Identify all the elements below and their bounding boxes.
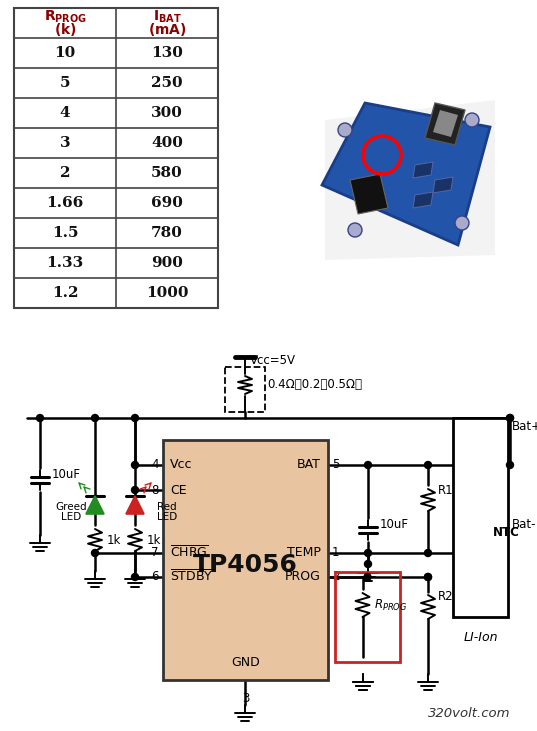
Text: 5: 5 <box>60 76 70 90</box>
Circle shape <box>91 414 98 422</box>
Circle shape <box>365 550 372 556</box>
Text: Bat+: Bat+ <box>512 420 537 433</box>
Text: 780: 780 <box>151 226 183 240</box>
Bar <box>335 572 400 662</box>
Circle shape <box>338 123 352 137</box>
Text: 2: 2 <box>332 570 339 583</box>
Text: 1.5: 1.5 <box>52 226 78 240</box>
Text: 690: 690 <box>151 196 183 210</box>
Bar <box>163 440 328 680</box>
Circle shape <box>132 461 139 469</box>
Text: 130: 130 <box>151 46 183 60</box>
Text: 10: 10 <box>54 46 76 60</box>
Text: $R_{PROG}$: $R_{PROG}$ <box>374 597 408 613</box>
Text: 1.2: 1.2 <box>52 286 78 300</box>
Text: 8: 8 <box>151 483 159 496</box>
Text: 2: 2 <box>60 166 70 180</box>
Text: 400: 400 <box>151 136 183 150</box>
Circle shape <box>425 574 432 580</box>
Text: TEMP: TEMP <box>287 547 321 559</box>
Circle shape <box>506 414 513 422</box>
Text: 1k: 1k <box>107 534 121 547</box>
Polygon shape <box>126 496 144 514</box>
Text: Greed: Greed <box>55 502 87 512</box>
Text: 10uF: 10uF <box>380 518 409 531</box>
Polygon shape <box>425 103 465 145</box>
Text: CE: CE <box>170 483 187 496</box>
Text: Vcc=5V: Vcc=5V <box>250 354 296 366</box>
Text: $\overline{\rm CHRG}$: $\overline{\rm CHRG}$ <box>170 545 208 561</box>
Text: 1000: 1000 <box>146 286 188 300</box>
Text: Bat-: Bat- <box>512 518 536 531</box>
Text: 3: 3 <box>242 692 249 705</box>
Circle shape <box>425 461 432 469</box>
Circle shape <box>455 216 469 230</box>
Circle shape <box>132 487 139 493</box>
Text: PROG: PROG <box>285 570 321 583</box>
Text: 10uF: 10uF <box>52 469 81 482</box>
Polygon shape <box>325 100 495 260</box>
Bar <box>225 367 265 412</box>
Polygon shape <box>433 177 453 193</box>
Text: 5: 5 <box>332 458 339 471</box>
Text: 250: 250 <box>151 76 183 90</box>
Text: NTC: NTC <box>492 526 519 539</box>
Bar <box>453 418 508 617</box>
Text: 0.4Ω（0.2～0.5Ω）: 0.4Ω（0.2～0.5Ω） <box>267 379 362 392</box>
Text: 1.33: 1.33 <box>46 256 84 270</box>
Circle shape <box>506 414 513 422</box>
Text: LED: LED <box>61 512 81 522</box>
Text: Red: Red <box>157 502 177 512</box>
Text: TP4056: TP4056 <box>193 553 298 577</box>
Text: 580: 580 <box>151 166 183 180</box>
Circle shape <box>132 414 139 422</box>
Text: GND: GND <box>231 656 260 669</box>
Text: LI-Ion: LI-Ion <box>463 631 498 644</box>
Polygon shape <box>413 162 433 178</box>
Text: R1: R1 <box>438 483 454 496</box>
Text: R2: R2 <box>438 591 454 604</box>
Circle shape <box>425 574 432 580</box>
Text: LED: LED <box>157 512 177 522</box>
Text: 320volt.com: 320volt.com <box>427 707 510 720</box>
Circle shape <box>465 113 479 127</box>
Text: 6: 6 <box>151 570 159 583</box>
Text: 900: 900 <box>151 256 183 270</box>
Circle shape <box>365 461 372 469</box>
Text: Vcc: Vcc <box>170 458 192 471</box>
Text: $\mathbf{(k)}$: $\mathbf{(k)}$ <box>54 21 76 38</box>
Text: 4: 4 <box>151 458 159 471</box>
Text: 4: 4 <box>60 106 70 120</box>
Text: $\mathbf{R_{PROG}}$: $\mathbf{R_{PROG}}$ <box>43 9 86 25</box>
Text: 300: 300 <box>151 106 183 120</box>
Text: 3: 3 <box>60 136 70 150</box>
Polygon shape <box>413 192 433 208</box>
Circle shape <box>37 414 43 422</box>
Circle shape <box>364 574 371 580</box>
Text: $\mathbf{(mA)}$: $\mathbf{(mA)}$ <box>148 21 186 38</box>
Text: 7: 7 <box>151 547 159 559</box>
Text: $\mathbf{I_{BAT}}$: $\mathbf{I_{BAT}}$ <box>153 9 182 25</box>
Polygon shape <box>86 496 104 514</box>
Polygon shape <box>350 174 388 214</box>
Circle shape <box>365 561 372 567</box>
Text: 1: 1 <box>332 547 339 559</box>
Polygon shape <box>322 103 490 245</box>
Circle shape <box>506 461 513 469</box>
Bar <box>14 8 218 308</box>
Text: $\overline{\rm STDBY}$: $\overline{\rm STDBY}$ <box>170 569 213 585</box>
Circle shape <box>348 223 362 237</box>
Text: 1.66: 1.66 <box>46 196 84 210</box>
Text: BAT: BAT <box>297 458 321 471</box>
Text: 1k: 1k <box>147 534 162 547</box>
Circle shape <box>91 550 98 556</box>
Polygon shape <box>433 110 458 137</box>
Circle shape <box>425 550 432 556</box>
Circle shape <box>132 574 139 580</box>
